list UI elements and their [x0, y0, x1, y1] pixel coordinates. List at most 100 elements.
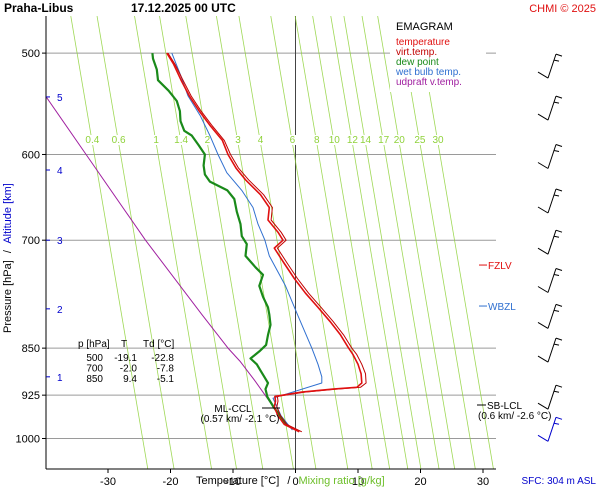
wind-barb — [537, 229, 563, 255]
ml-ccl-value: (0.57 km/ -2.1 °C) — [200, 414, 279, 425]
table-cell: 850 — [86, 374, 103, 385]
sb-lcl-value: (0.6 km/ -2.6 °C) — [478, 411, 551, 422]
altitude-tick-label: 4 — [57, 166, 63, 177]
mixing-ratio-label: 14 — [360, 135, 372, 146]
mixing-ratio-label: 3 — [235, 135, 241, 146]
legend-item-virt-temp: virt.temp. — [396, 47, 437, 58]
table-cell: -7.8 — [157, 364, 175, 375]
table-cell: -19.1 — [114, 353, 137, 364]
y-axis-title: Pressure [hPa] / Altitude [km] — [2, 183, 14, 333]
y-tick-label: 925 — [22, 390, 40, 402]
x-axis-temperature-label: Temperature [°C] — [196, 475, 279, 487]
parcel-annotations: ML-CCL(0.57 km/ -2.1 °C) SB-LCL(0.6 km/ -… — [200, 401, 551, 425]
barb-tail — [537, 321, 549, 329]
mixing-ratio-line — [216, 16, 294, 469]
y-axis-separator: / — [2, 249, 14, 253]
barb-tail — [537, 434, 549, 442]
mixing-ratio-label-bg — [392, 135, 407, 145]
temperature-line — [166, 52, 363, 433]
table-cell: 500 — [86, 353, 103, 364]
mixing-ratio-label-bg — [412, 135, 427, 145]
mixing-ratio-label-bg — [327, 135, 342, 145]
barb-flag — [553, 343, 560, 346]
mixing-ratio-label-bg — [309, 135, 324, 145]
wind-barb — [537, 144, 563, 169]
barb-staff — [547, 188, 557, 214]
barb-flag — [553, 390, 560, 393]
barb-flag — [553, 422, 560, 425]
altitude-tick-label: 1 — [57, 373, 63, 384]
mixing-ratio-line — [361, 16, 440, 469]
updraft-line — [46, 95, 270, 402]
barb-tail — [537, 162, 549, 169]
mixing-ratio-label: 4 — [258, 135, 264, 146]
table-cell: -2.0 — [120, 364, 138, 375]
mixing-ratio-label-bg — [149, 135, 164, 145]
barb-staff — [547, 417, 557, 442]
wind-barb — [537, 268, 563, 293]
barb-flag — [553, 235, 560, 238]
mixing-ratio-label: 20 — [394, 135, 406, 146]
barb-tail — [537, 286, 549, 293]
barb-staff — [547, 230, 557, 255]
mixing-ratio-label-bg — [431, 135, 445, 145]
levels-table: p [hPa] T Td [°C] 500 -19.1 -22.8 700 -2.0 -7.8 8… — [78, 339, 174, 385]
barb-staff — [547, 53, 557, 79]
station-name: Praha-Libus — [4, 1, 74, 15]
mixing-ratio-label: 25 — [414, 135, 426, 146]
mixing-ratio-line — [134, 16, 212, 469]
y-tick-label: 600 — [22, 149, 40, 161]
mixing-ratio-label-bg — [200, 135, 215, 145]
legend-item-updraft: udpraft v.temp. — [396, 77, 462, 88]
barb-flag — [555, 303, 563, 307]
wind-barb — [537, 416, 563, 442]
wind-barb — [537, 53, 563, 79]
wind-barb — [537, 384, 563, 410]
x-tick-label: 20 — [414, 476, 426, 488]
table-cell: -5.1 — [157, 374, 175, 385]
barb-staff — [547, 385, 557, 410]
wet-bulb-line — [171, 52, 323, 431]
dew-point-line — [151, 52, 287, 426]
wind-barb — [537, 188, 563, 214]
mixing-ratio-line — [96, 16, 175, 469]
mixing-ratio-label: 0.6 — [112, 135, 126, 146]
profile-series — [46, 52, 367, 433]
table-header: p [hPa] — [78, 339, 110, 350]
table-cell: -22.8 — [151, 353, 174, 364]
barb-tail — [537, 402, 549, 410]
mixing-ratio-label-bg — [231, 135, 245, 145]
x-tick-label: 10 — [352, 476, 364, 488]
mixing-ratio-label: 0.4 — [85, 135, 99, 146]
mixing-ratio-label: 1.4 — [174, 135, 188, 146]
barb-flag — [555, 144, 563, 147]
barb-flag — [555, 188, 563, 192]
mixing-ratio-label: 17 — [378, 135, 390, 146]
y-axis-altitude-label: Altitude [km] — [2, 183, 14, 244]
mixing-ratio-label-bg — [358, 135, 373, 145]
y-tick-label: 850 — [22, 343, 40, 355]
barb-tail — [537, 71, 549, 79]
ml-ccl-label: ML-CCL — [214, 404, 252, 415]
mixing-ratio-label: 12 — [347, 135, 359, 146]
sounding-datetime: 17.12.2025 00 UTC — [131, 1, 236, 15]
wind-barb — [537, 303, 563, 329]
surface-elevation: SFC: 304 m ASL — [522, 476, 597, 487]
barb-flag — [553, 150, 560, 152]
mixing-ratio-line — [294, 16, 373, 469]
barb-flag — [553, 59, 560, 62]
barb-flag — [555, 416, 563, 420]
barb-flag — [553, 274, 560, 276]
mixing-ratio-label: 8 — [314, 135, 320, 146]
y-axis-pressure-label: Pressure [hPa] — [2, 260, 14, 333]
barb-flag — [555, 229, 563, 233]
mixing-ratio-label: 1 — [153, 135, 159, 146]
mixing-ratio-line — [270, 16, 349, 469]
marker-fzlv: FZLV — [488, 261, 512, 272]
barb-flag — [555, 53, 563, 57]
mixing-ratio-line — [312, 16, 391, 469]
y-tick-label: 700 — [22, 235, 40, 247]
wind-barbs — [537, 53, 563, 442]
wind-barb — [537, 95, 563, 121]
